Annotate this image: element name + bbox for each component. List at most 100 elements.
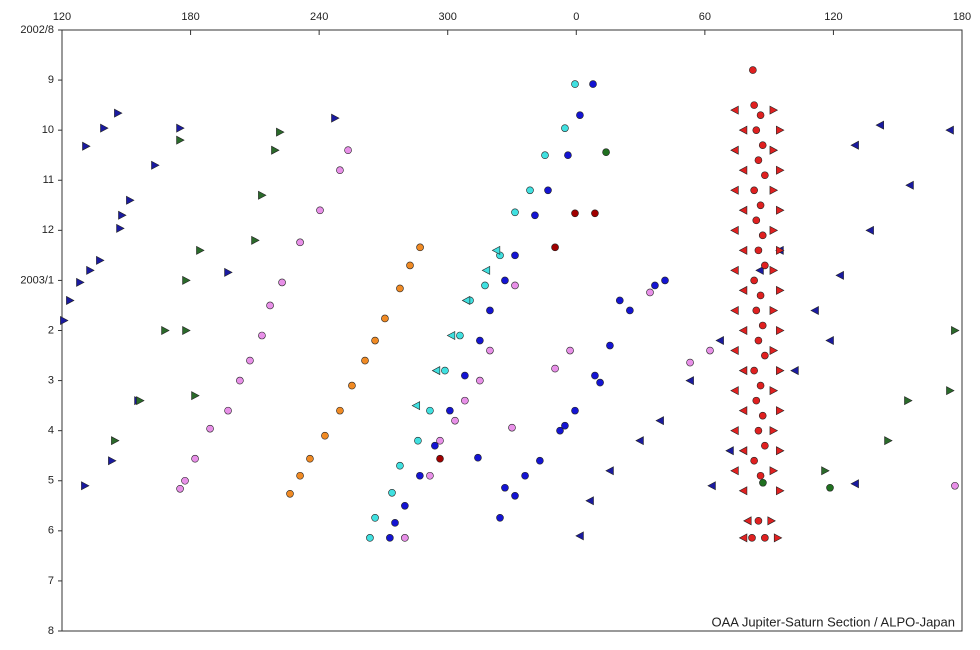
y-tick-label: 10 — [42, 124, 54, 136]
point — [776, 446, 785, 456]
point — [945, 125, 954, 135]
point — [761, 261, 769, 270]
point — [258, 190, 267, 200]
point — [461, 396, 469, 405]
point — [626, 306, 634, 315]
point — [296, 471, 304, 480]
point — [752, 216, 761, 225]
point — [246, 356, 254, 365]
y-tick-label: 7 — [48, 575, 54, 587]
point — [81, 481, 90, 491]
point — [474, 453, 482, 462]
point — [508, 423, 516, 432]
point — [738, 446, 748, 456]
point — [66, 295, 75, 305]
point — [646, 288, 654, 297]
point — [755, 265, 764, 275]
point — [511, 251, 519, 260]
point — [730, 145, 739, 155]
point — [946, 386, 955, 396]
point — [790, 366, 799, 376]
point — [191, 391, 200, 401]
point — [436, 454, 444, 463]
point — [769, 426, 779, 436]
point — [388, 488, 396, 497]
point — [76, 277, 85, 287]
point — [182, 326, 191, 335]
point — [396, 284, 404, 293]
point — [258, 331, 266, 340]
point — [752, 396, 761, 405]
point — [754, 156, 763, 165]
point — [526, 186, 534, 195]
point — [951, 326, 960, 335]
point — [767, 516, 776, 526]
point — [401, 501, 409, 510]
point — [511, 281, 519, 290]
point — [481, 265, 491, 275]
point — [730, 105, 739, 115]
point — [456, 331, 464, 340]
point — [344, 146, 352, 154]
point — [336, 406, 344, 415]
point — [576, 111, 584, 119]
point — [756, 381, 765, 390]
point — [756, 291, 765, 300]
point — [108, 456, 117, 466]
point — [825, 336, 834, 346]
point — [769, 265, 779, 275]
point — [756, 111, 765, 119]
point — [571, 406, 579, 415]
point — [750, 366, 758, 375]
point — [486, 306, 494, 315]
point — [224, 267, 233, 277]
point — [391, 519, 399, 527]
point — [730, 346, 739, 356]
point — [685, 376, 694, 386]
point — [575, 531, 584, 541]
point — [224, 406, 232, 415]
point — [541, 151, 549, 160]
point — [491, 245, 501, 255]
point — [176, 484, 184, 493]
point — [707, 481, 716, 491]
point — [756, 201, 765, 210]
point — [114, 108, 123, 118]
x-tick-label: 300 — [439, 11, 457, 23]
point — [754, 246, 763, 255]
point — [176, 123, 185, 133]
point — [776, 205, 785, 215]
point — [738, 165, 748, 175]
point — [738, 326, 748, 335]
point — [111, 436, 120, 446]
point — [730, 426, 739, 436]
point — [236, 376, 244, 385]
y-tick-label: 9 — [48, 74, 54, 86]
point — [476, 376, 484, 385]
point — [826, 483, 834, 492]
point — [754, 336, 763, 345]
point — [476, 336, 484, 345]
point — [441, 366, 449, 375]
point — [561, 421, 569, 430]
point — [426, 406, 434, 415]
point — [431, 366, 441, 376]
point — [725, 446, 734, 456]
x-tick-label: 120 — [824, 11, 842, 23]
point — [875, 120, 884, 130]
point — [748, 534, 756, 542]
point — [738, 125, 748, 135]
point — [461, 371, 469, 380]
point — [481, 281, 489, 290]
point — [602, 148, 610, 157]
point — [251, 235, 260, 245]
point — [461, 295, 471, 305]
point — [850, 479, 859, 489]
point — [151, 160, 160, 170]
point — [436, 436, 444, 445]
y-tick-label: 2002/8 — [20, 24, 54, 36]
point — [706, 346, 714, 355]
point — [661, 276, 669, 285]
point — [451, 416, 459, 425]
point — [905, 180, 914, 190]
